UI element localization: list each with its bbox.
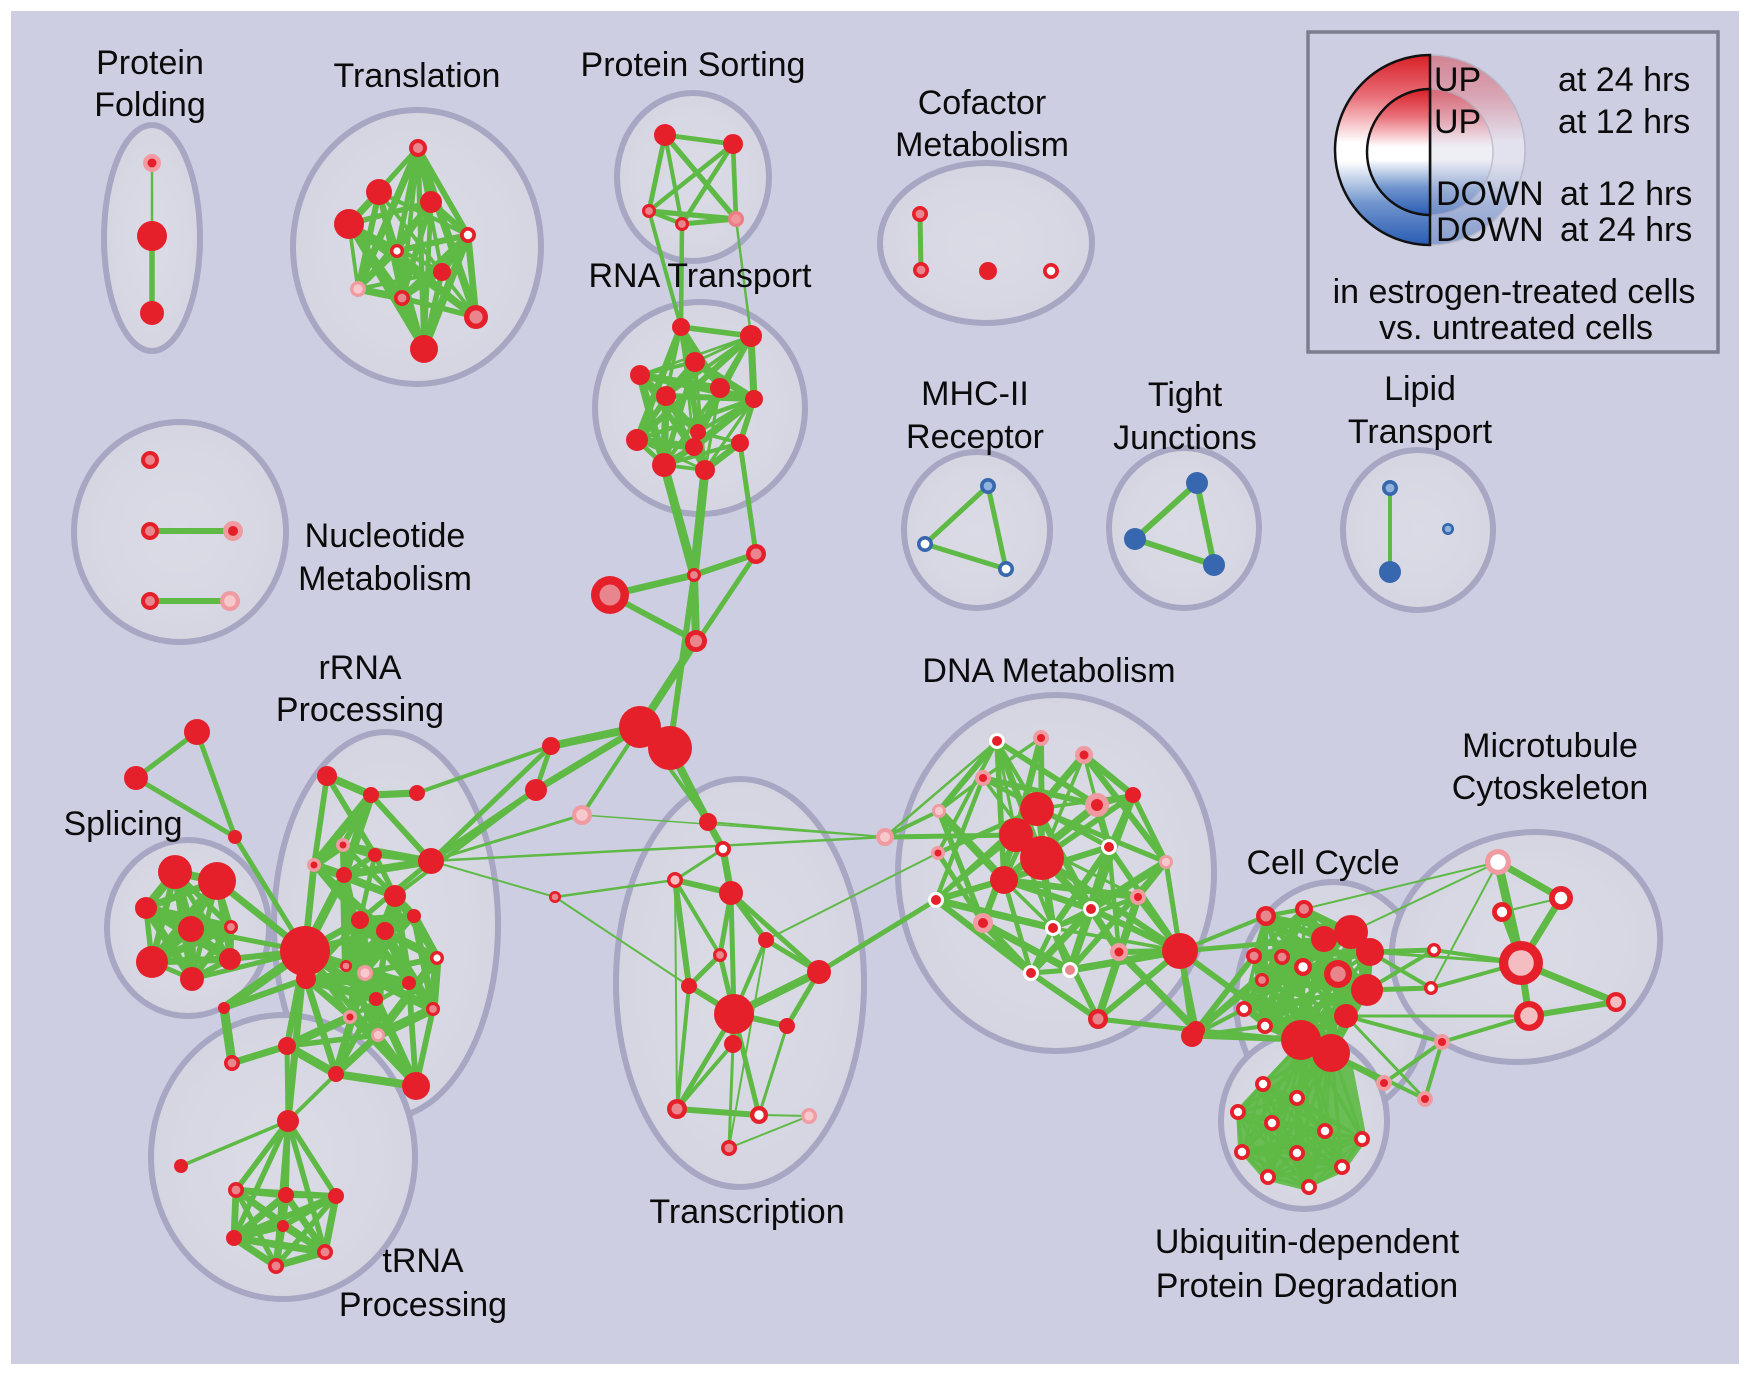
svg-text:Lipid: Lipid — [1384, 370, 1456, 408]
svg-text:UP: UP — [1434, 61, 1481, 99]
svg-text:in estrogen-treated cells: in estrogen-treated cells — [1333, 273, 1696, 311]
svg-text:rRNA: rRNA — [318, 649, 401, 687]
svg-text:tRNA: tRNA — [382, 1242, 464, 1280]
svg-text:at 24 hrs: at 24 hrs — [1560, 211, 1692, 249]
svg-text:UP: UP — [1434, 103, 1481, 141]
svg-text:at 12 hrs: at 12 hrs — [1558, 103, 1690, 141]
svg-text:Cytoskeleton: Cytoskeleton — [1452, 769, 1649, 807]
svg-text:Ubiquitin-dependent: Ubiquitin-dependent — [1155, 1223, 1460, 1261]
svg-text:Protein: Protein — [96, 44, 204, 82]
svg-text:vs. untreated cells: vs. untreated cells — [1379, 309, 1653, 347]
svg-text:at 24 hrs: at 24 hrs — [1558, 61, 1690, 99]
svg-text:Junctions: Junctions — [1113, 419, 1257, 457]
svg-text:Splicing: Splicing — [63, 805, 182, 843]
svg-text:Transcription: Transcription — [649, 1193, 844, 1231]
svg-text:Transport: Transport — [1348, 413, 1493, 451]
svg-text:Nucleotide: Nucleotide — [305, 517, 466, 555]
svg-text:Processing: Processing — [339, 1286, 507, 1324]
svg-text:RNA Transport: RNA Transport — [589, 257, 813, 295]
svg-text:Processing: Processing — [276, 691, 444, 729]
svg-text:Metabolism: Metabolism — [298, 560, 472, 598]
svg-text:DOWN: DOWN — [1436, 211, 1544, 249]
svg-text:DNA Metabolism: DNA Metabolism — [922, 652, 1175, 690]
svg-text:Protein Degradation: Protein Degradation — [1156, 1267, 1458, 1305]
svg-text:Metabolism: Metabolism — [895, 126, 1069, 164]
svg-text:Tight: Tight — [1148, 376, 1223, 414]
svg-text:DOWN: DOWN — [1436, 175, 1544, 213]
svg-text:Receptor: Receptor — [906, 418, 1044, 456]
svg-text:Microtubule: Microtubule — [1462, 727, 1638, 765]
svg-text:Protein Sorting: Protein Sorting — [581, 46, 806, 84]
svg-text:at 12 hrs: at 12 hrs — [1560, 175, 1692, 213]
svg-text:MHC-II: MHC-II — [921, 375, 1029, 413]
svg-text:Folding: Folding — [94, 86, 206, 124]
svg-text:Translation: Translation — [334, 57, 501, 95]
svg-text:Cell Cycle: Cell Cycle — [1246, 844, 1399, 882]
svg-text:Cofactor: Cofactor — [918, 84, 1047, 122]
